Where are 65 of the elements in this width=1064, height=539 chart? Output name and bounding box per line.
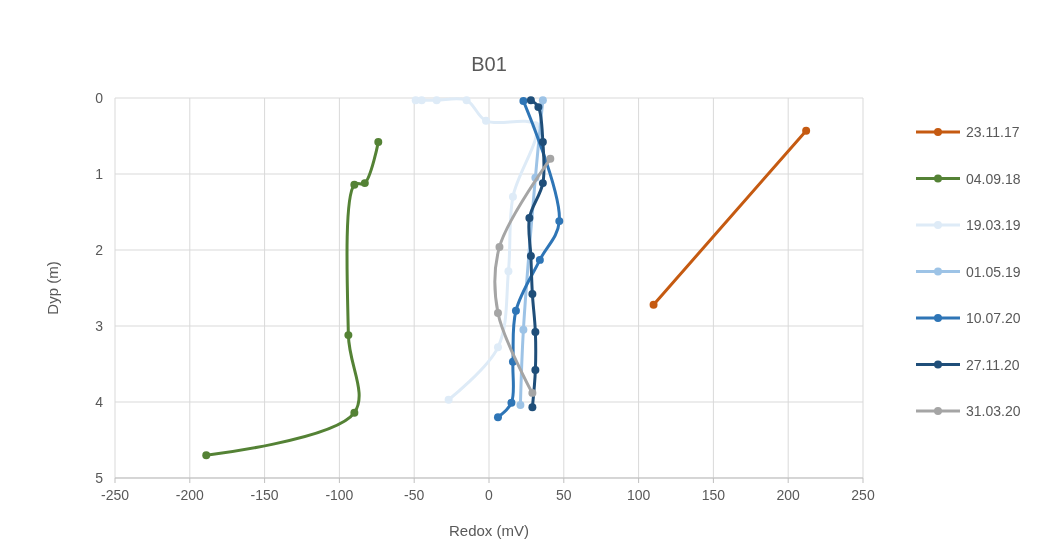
point bbox=[526, 252, 535, 261]
point bbox=[538, 179, 547, 188]
x-tick-label: 200 bbox=[776, 487, 801, 503]
point bbox=[528, 403, 537, 412]
point bbox=[504, 267, 513, 276]
point bbox=[511, 306, 520, 315]
point bbox=[519, 97, 528, 106]
x-tick-label: -150 bbox=[250, 487, 279, 503]
y-tick-label: 0 bbox=[95, 90, 104, 106]
point bbox=[350, 180, 359, 189]
y-tick-label: 1 bbox=[95, 166, 104, 182]
point bbox=[534, 103, 543, 112]
point bbox=[202, 451, 211, 460]
point bbox=[493, 309, 502, 318]
point bbox=[350, 408, 359, 417]
x-tick-label: 250 bbox=[851, 487, 875, 503]
point bbox=[374, 138, 383, 147]
point bbox=[493, 343, 502, 352]
point bbox=[531, 366, 540, 375]
point bbox=[519, 325, 528, 334]
point bbox=[482, 116, 490, 125]
legend-label: 19.03.19 bbox=[966, 217, 1021, 233]
point bbox=[555, 217, 564, 226]
point bbox=[535, 255, 544, 264]
point bbox=[507, 398, 516, 407]
legend-label: 10.07.20 bbox=[966, 310, 1021, 326]
point bbox=[525, 214, 534, 223]
x-tick-label: -100 bbox=[325, 487, 354, 503]
point bbox=[528, 388, 537, 397]
legend-label: 23.11.17 bbox=[966, 124, 1020, 140]
x-tick-label: 150 bbox=[701, 487, 726, 503]
y-tick-label: 4 bbox=[95, 394, 104, 410]
point bbox=[493, 413, 502, 422]
legend-label: 04.09.18 bbox=[966, 170, 1021, 187]
legend-label: 01.05.19 bbox=[966, 263, 1021, 280]
point bbox=[516, 401, 525, 410]
x-tick-label: 0 bbox=[485, 487, 494, 503]
y-tick-label: 2 bbox=[95, 242, 104, 258]
x-tick-label: -50 bbox=[404, 487, 425, 503]
x-tick-label: 50 bbox=[556, 487, 572, 503]
point bbox=[802, 126, 811, 135]
y-tick-label: 5 bbox=[95, 470, 104, 486]
point bbox=[462, 96, 471, 105]
point bbox=[538, 96, 547, 105]
point bbox=[344, 331, 353, 340]
point bbox=[528, 290, 537, 299]
x-tick-label: -200 bbox=[175, 487, 205, 503]
point bbox=[360, 179, 369, 188]
x-tick-label: 100 bbox=[626, 487, 651, 503]
y-axis-title: Dyp (m) bbox=[44, 261, 61, 315]
point bbox=[432, 96, 441, 105]
point bbox=[495, 242, 504, 251]
legend-label: 31.03.20 bbox=[966, 403, 1021, 419]
point bbox=[526, 96, 535, 105]
x-tick-label: -250 bbox=[100, 487, 130, 503]
legend-label: 27.11.20 bbox=[966, 356, 1020, 373]
x-axis-title: Redox (mV) bbox=[448, 522, 530, 539]
point bbox=[508, 192, 517, 201]
point bbox=[531, 328, 540, 337]
point bbox=[444, 395, 453, 404]
point bbox=[546, 154, 555, 163]
point bbox=[649, 300, 658, 309]
point bbox=[538, 138, 547, 147]
y-tick-label: 3 bbox=[95, 318, 104, 334]
chart-title: B01 bbox=[471, 53, 507, 75]
